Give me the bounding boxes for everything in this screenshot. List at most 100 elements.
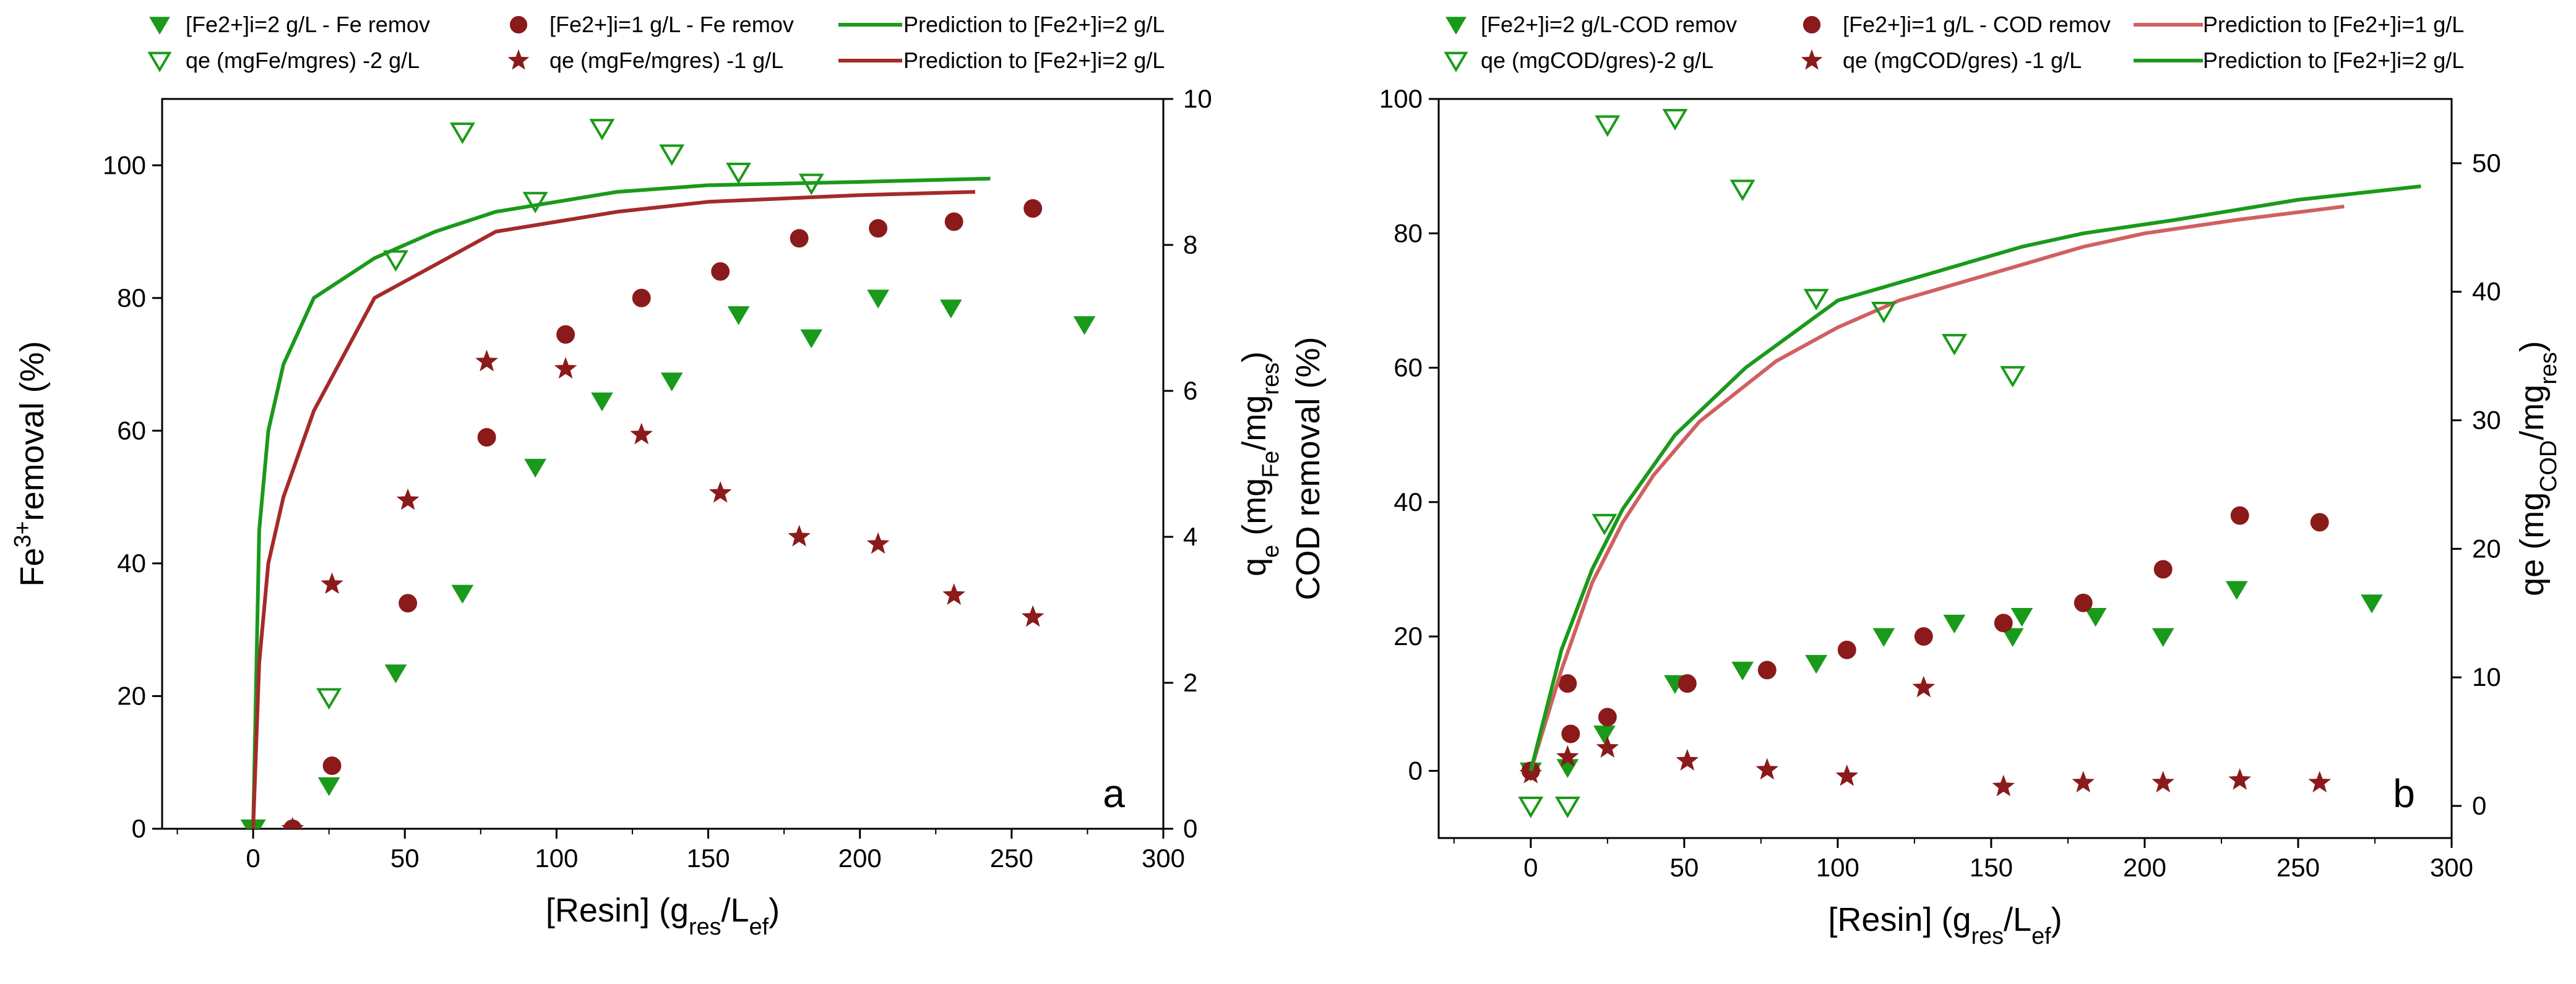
legend-marker — [1444, 51, 1468, 72]
data-point — [321, 572, 343, 594]
data-point — [726, 162, 752, 184]
series-5 — [1528, 184, 2421, 772]
data-point — [451, 584, 474, 604]
data-point — [1556, 759, 1579, 778]
series-3 — [1518, 109, 2026, 818]
legend-marker — [1801, 49, 1823, 70]
data-point — [2225, 581, 2248, 600]
data-point — [1593, 725, 1616, 745]
left-y-tick-label: 0 — [1408, 756, 1423, 785]
left-y-tick-label: 20 — [1394, 622, 1423, 651]
data-point — [1021, 605, 1045, 627]
data-point — [2010, 607, 2033, 627]
data-point — [2001, 628, 2024, 647]
data-point — [866, 532, 890, 554]
data-point — [477, 428, 496, 447]
left-y-axis-title: Fe3+removal (%) — [10, 341, 51, 586]
data-point — [1556, 745, 1579, 767]
data-point — [798, 173, 824, 195]
series-line — [1528, 204, 2345, 772]
legend-label: [Fe2+]i=2 g/L-COD remov — [1481, 12, 1737, 37]
data-point — [1662, 109, 1688, 131]
data-point — [709, 481, 732, 503]
data-point — [1558, 674, 1577, 693]
legend-label: Prediction to [Fe2+]i=2 g/L — [2203, 48, 2464, 73]
legend-marker — [507, 49, 530, 70]
panel-letter: a — [1103, 771, 1125, 816]
left-y-tick-label: 100 — [1379, 84, 1423, 113]
x-tick-label: 250 — [990, 844, 1033, 873]
series-1 — [283, 199, 1043, 829]
x-tick-label: 0 — [1523, 853, 1538, 882]
data-point — [2153, 560, 2173, 579]
data-point — [1943, 614, 1966, 634]
data-point — [2152, 628, 2174, 647]
data-point — [1805, 655, 1828, 674]
legend-label: qe (mgFe/mgres) -1 g/L — [549, 48, 783, 73]
x-tick-label: 50 — [1669, 853, 1699, 882]
right-y-tick-label: 10 — [2472, 662, 2501, 691]
data-point — [1941, 333, 1967, 356]
data-point — [322, 756, 342, 776]
data-point — [1518, 797, 1544, 818]
data-point — [396, 488, 420, 510]
data-point — [1554, 797, 1580, 818]
right-y-tick-label: 0 — [1183, 814, 1197, 843]
panel-b-chart: 0 50 100 150 200 250 300 0 20 40 60 80 100 0 10 20 30 40 5… — [1290, 12, 2562, 949]
series-line — [251, 176, 991, 829]
left-y-tick-label: 80 — [1394, 218, 1423, 247]
x-tick-label: 150 — [687, 844, 730, 873]
data-point — [630, 422, 653, 445]
data-point — [591, 392, 613, 411]
data-point — [788, 524, 811, 547]
legend-label: Prediction to [Fe2+]i=2 g/L — [903, 12, 1165, 37]
data-point — [1912, 675, 1936, 698]
data-point — [942, 583, 966, 605]
data-point — [790, 229, 809, 248]
left-y-tick-label: 0 — [132, 814, 146, 843]
right-y-tick-label: 10 — [1183, 84, 1212, 113]
left-y-axis: 0 20 40 60 80 100 — [103, 150, 162, 843]
data-point — [1731, 661, 1754, 681]
legend-label: Prediction to [Fe2+]i=2 g/L — [903, 48, 1165, 73]
legend-label: qe (mgCOD/gres)-2 g/L — [1481, 48, 1713, 73]
data-point — [1730, 179, 1755, 202]
plot-frame — [161, 98, 1165, 830]
data-point — [632, 288, 651, 307]
x-axis: 0 50 100 150 200 250 300 — [176, 829, 1185, 873]
right-y-axis: 0 2 4 6 8 10 — [1163, 84, 1212, 843]
data-point — [317, 777, 340, 797]
x-axis: 0 50 100 150 200 250 300 — [1453, 838, 2473, 882]
x-tick-label: 100 — [535, 844, 578, 873]
right-y-tick-label: 2 — [1183, 668, 1197, 697]
data-point — [1871, 301, 1897, 323]
data-point — [524, 458, 546, 478]
data-point — [1755, 758, 1779, 780]
data-point — [1519, 761, 1543, 784]
left-y-axis-title: COD removal (%) — [1290, 336, 1327, 600]
left-y-axis: 0 20 40 60 80 100 — [1379, 84, 1439, 785]
left-y-tick-label: 40 — [117, 549, 146, 578]
x-tick-label: 150 — [1970, 853, 2013, 882]
legend-marker — [509, 15, 528, 34]
right-y-tick-label: 20 — [2472, 534, 2501, 563]
data-point — [727, 306, 750, 325]
left-y-tick-label: 100 — [103, 150, 146, 179]
right-y-tick-label: 30 — [2472, 406, 2501, 435]
right-y-tick-label: 4 — [1183, 522, 1197, 551]
data-point — [522, 192, 548, 214]
legend: [Fe2+]i=2 g/L-COD remov qe (mgCOD/gres)-2… — [1444, 12, 2464, 73]
data-point — [398, 594, 418, 613]
legend-label: Prediction to [Fe2+]i=1 g/L — [2203, 12, 2464, 37]
data-point — [1596, 736, 1619, 758]
data-point — [1073, 316, 1096, 335]
legend-label: qe (mgCOD/gres) -1 g/L — [1843, 48, 2082, 73]
legend-marker — [1803, 15, 1821, 34]
right-y-tick-label: 8 — [1183, 230, 1197, 259]
series-1 — [1521, 506, 2329, 781]
x-tick-label: 250 — [2277, 853, 2320, 882]
data-point — [556, 325, 575, 344]
data-point — [944, 212, 963, 231]
data-point — [2074, 593, 2093, 612]
series-3 — [240, 119, 824, 829]
